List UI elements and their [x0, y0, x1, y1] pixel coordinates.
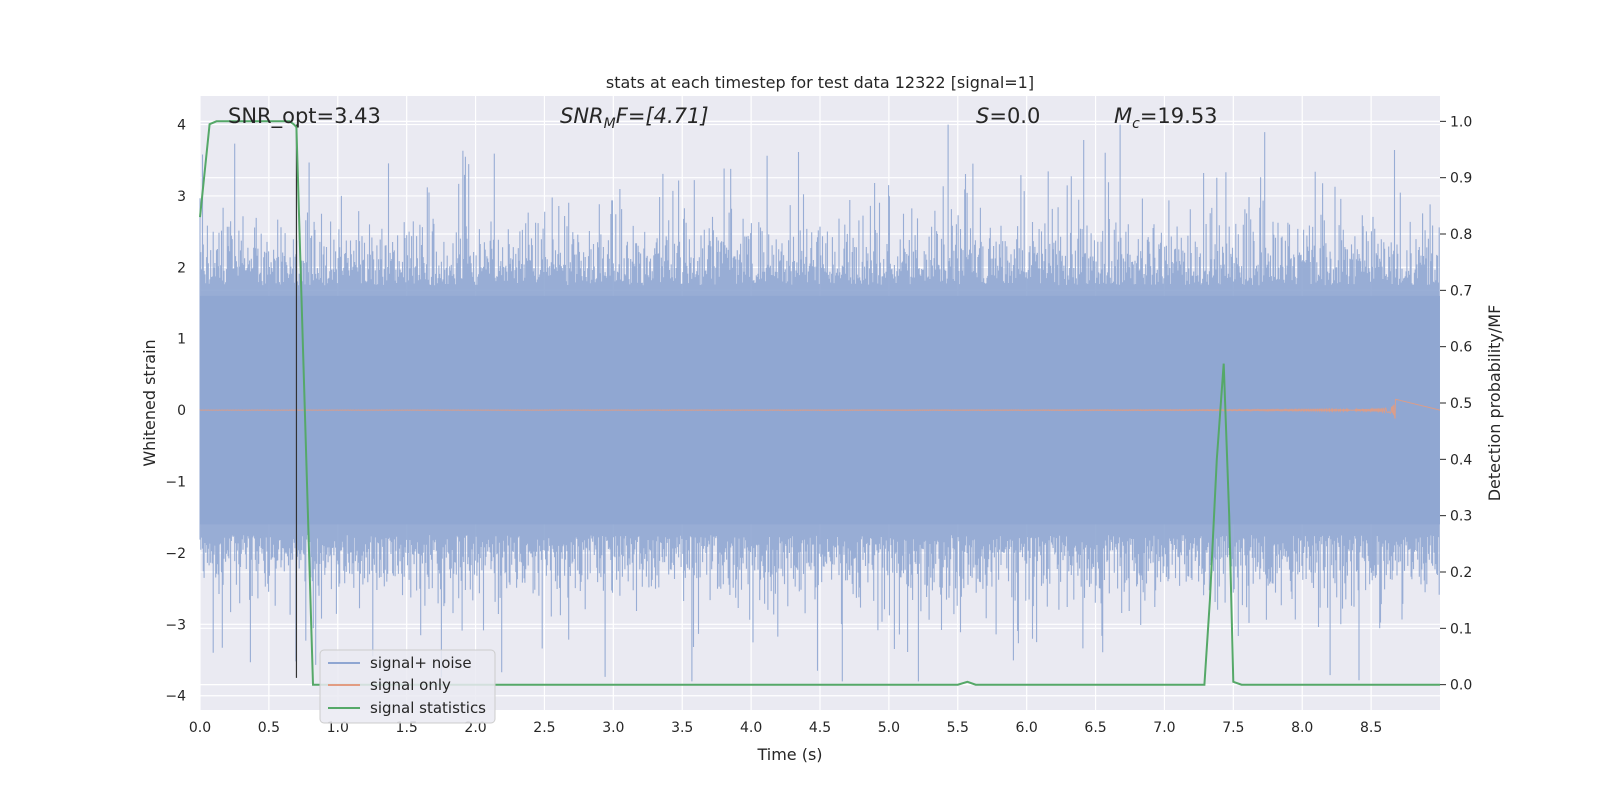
- y2-tick-label: 0.9: [1450, 171, 1472, 187]
- x-tick-label: 8.5: [1360, 720, 1382, 736]
- chirp-trace: [199, 398, 1441, 419]
- y-tick-label: −4: [165, 689, 186, 705]
- statistics-line: [199, 120, 1440, 686]
- x-tick-label: 6.5: [1084, 720, 1106, 736]
- x-tick-label: 3.5: [671, 720, 693, 736]
- y2-tick-label: 1.0: [1450, 114, 1472, 130]
- x-tick-label: 2.0: [464, 720, 486, 736]
- x-tick-label: 1.5: [396, 720, 418, 736]
- x-tick-label: 7.5: [1222, 720, 1244, 736]
- annotation-mc-sub: c: [1132, 116, 1140, 132]
- annotation-mc-main: M: [1114, 104, 1132, 128]
- y2-axis-label: Detection probability/MF: [1485, 305, 1504, 502]
- y-axis-ticks: 4 3 2 1 0 −1 −2 −3 −4: [165, 118, 186, 705]
- annotation-snr-mf-tail: F=[4.71]: [616, 104, 709, 128]
- legend: signal+ noise signal only signal statist…: [319, 649, 496, 724]
- x-tick-label: 4.0: [740, 720, 762, 736]
- x-tick-label: 1.0: [327, 720, 349, 736]
- y2-tick-label: 0.0: [1450, 678, 1472, 694]
- annotation-mc: Mc=19.53: [1114, 104, 1218, 132]
- x-tick-label: 7.0: [1153, 720, 1175, 736]
- y2-tick-label: 0.3: [1450, 509, 1472, 525]
- x-tick-label: 3.0: [602, 720, 624, 736]
- y2-tick-label: 0.1: [1450, 621, 1472, 637]
- y-tick-label: 3: [177, 189, 186, 205]
- y-tick-label: 2: [177, 260, 186, 276]
- y2-tick-label: 0.6: [1450, 340, 1472, 356]
- x-tick-label: 0.5: [258, 720, 280, 736]
- x-axis-ticks: 0.0 0.5 1.0 1.5 2.0 2.5 3.0 3.5 4.0 4.5 5.0 5.5 6.0 6…: [189, 720, 1382, 736]
- x-tick-label: 8.0: [1291, 720, 1313, 736]
- y-tick-label: 4: [177, 118, 186, 134]
- annotation-snr-mf-sub: M: [604, 116, 616, 132]
- y-tick-label: 0: [177, 403, 186, 419]
- x-tick-label: 2.5: [533, 720, 555, 736]
- x-tick-label: 5.0: [878, 720, 900, 736]
- annotation-s-tail: =0.0: [989, 104, 1040, 128]
- y2-axis-ticks: 1.0 0.9 0.8 0.7 0.6 0.5 0.4 0.3 0.2 0.1 0.0: [1440, 114, 1472, 694]
- chart-title: stats at each timestep for test data 123…: [606, 73, 1034, 92]
- y-axis-label: Whitened strain: [140, 339, 159, 466]
- y-tick-label: −2: [165, 546, 186, 562]
- annotation-snr-mf-main: SNR: [560, 104, 604, 128]
- y-tick-label: −1: [165, 475, 186, 491]
- x-tick-label: 4.5: [809, 720, 831, 736]
- y2-tick-label: 0.8: [1450, 227, 1472, 243]
- legend-label-signal-statistics: signal statistics: [370, 699, 486, 717]
- x-tick-label: 0.0: [189, 720, 211, 736]
- x-axis-label: Time (s): [756, 745, 822, 764]
- annotation-s-main: S: [976, 104, 989, 128]
- y-tick-label: 1: [177, 332, 186, 348]
- y2-tick-label: 0.5: [1450, 396, 1472, 412]
- annotation-snr-mf: SNRMF=[4.71]: [560, 104, 709, 132]
- annotation-s: S=0.0: [976, 104, 1040, 128]
- legend-box: [319, 649, 496, 724]
- series-signal-statistics: [199, 120, 1440, 686]
- y2-tick-label: 0.4: [1450, 452, 1472, 468]
- x-tick-label: 6.0: [1016, 720, 1038, 736]
- y-tick-label: −3: [165, 617, 186, 633]
- x-tick-label: 5.5: [947, 720, 969, 736]
- annotation-snr-opt: SNR_opt=3.43: [228, 104, 381, 129]
- legend-label-signal-only: signal only: [370, 676, 451, 694]
- y2-tick-label: 0.2: [1450, 565, 1472, 581]
- annotation-mc-tail: =19.53: [1140, 104, 1218, 128]
- y2-tick-label: 0.7: [1450, 283, 1472, 299]
- legend-label-signal-noise: signal+ noise: [370, 654, 472, 672]
- series-signal-only: [199, 398, 1441, 419]
